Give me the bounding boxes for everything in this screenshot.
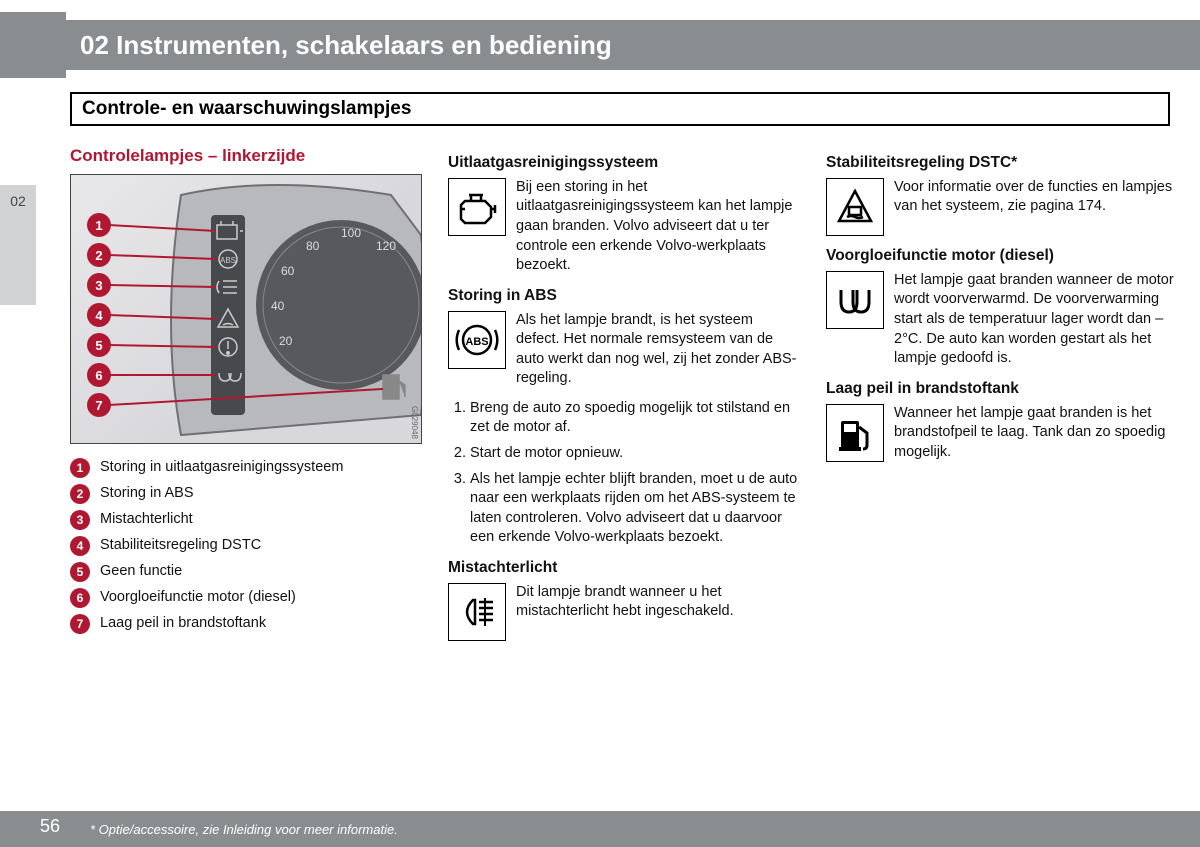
column-right: Stabiliteitsregeling DSTC* Voor informat… <box>826 145 1178 651</box>
fog-text: Dit lampje brandt wanneer u het mistacht… <box>516 583 800 641</box>
svg-text:3: 3 <box>95 278 102 293</box>
svg-text:20: 20 <box>279 334 293 348</box>
dstc-text: Voor informatie over de functies en lamp… <box>894 178 1178 236</box>
subhead-dstc: Stabiliteitsregeling DSTC* <box>826 153 1178 174</box>
legend-label: Stabiliteitsregeling DSTC <box>100 536 261 556</box>
svg-text:100: 100 <box>341 226 361 240</box>
fog-light-icon <box>448 583 506 641</box>
svg-text:ABS: ABS <box>465 336 488 348</box>
svg-text:60: 60 <box>281 264 295 278</box>
svg-text:4: 4 <box>95 308 103 323</box>
legend-number: 6 <box>70 588 90 608</box>
abs-text: Als het lampje brandt, is het systeem de… <box>516 311 800 389</box>
legend-item: 6 Voorgloeifunctie motor (diesel) <box>70 588 422 608</box>
glow-text: Het lampje gaat branden wanneer de motor… <box>894 271 1178 369</box>
legend-number: 3 <box>70 510 90 530</box>
legend-item: 5 Geen functie <box>70 562 422 582</box>
column-left: Controlelampjes – linkerzijde 80 100 120… <box>70 145 422 651</box>
legend-number: 2 <box>70 484 90 504</box>
subhead-glow: Voorgloeifunctie motor (diesel) <box>826 246 1178 267</box>
legend-number: 4 <box>70 536 90 556</box>
section-title: Controle- en waarschuwingslampjes <box>70 92 1170 126</box>
svg-text:6: 6 <box>95 368 102 383</box>
fuel-text: Wanneer het lampje gaat branden is het b… <box>894 404 1178 463</box>
svg-text:120: 120 <box>376 239 396 253</box>
legend-label: Storing in uitlaatgasreinigingssysteem <box>100 458 343 478</box>
side-tab: 02 <box>0 185 36 305</box>
glow-plug-icon <box>826 271 884 329</box>
svg-text:40: 40 <box>271 299 285 313</box>
legend-item: 1 Storing in uitlaatgasreinigingssysteem <box>70 458 422 478</box>
legend-number: 1 <box>70 458 90 478</box>
emission-text: Bij een storing in het uitlaatgasreinigi… <box>516 178 800 276</box>
svg-text:2: 2 <box>95 248 102 263</box>
svg-text:5: 5 <box>95 338 102 353</box>
legend-number: 7 <box>70 614 90 634</box>
legend-label: Voorgloeifunctie motor (diesel) <box>100 588 296 608</box>
subhead-emission: Uitlaatgasreinigingssysteem <box>448 153 800 174</box>
legend-number: 5 <box>70 562 90 582</box>
svg-text:1: 1 <box>95 218 102 233</box>
svg-text:80: 80 <box>306 239 320 253</box>
footer-bar: 56 * Optie/accessoire, zie Inleiding voo… <box>0 811 1200 847</box>
legend-label: Laag peil in brandstoftank <box>100 614 266 634</box>
dstc-icon <box>826 178 884 236</box>
footer-note: * Optie/accessoire, zie Inleiding voor m… <box>90 822 398 837</box>
subhead-fuel: Laag peil in brandstoftank <box>826 379 1178 400</box>
legend-item: 2 Storing in ABS <box>70 484 422 504</box>
legend-item: 4 Stabiliteitsregeling DSTC <box>70 536 422 556</box>
subhead-fog: Mistachterlicht <box>448 558 800 579</box>
legend-item: 7 Laag peil in brandstoftank <box>70 614 422 634</box>
subsection-heading: Controlelampjes – linkerzijde <box>70 145 422 168</box>
image-code: G029048 <box>408 406 419 439</box>
legend-label: Geen functie <box>100 562 182 582</box>
abs-icon: ABS <box>448 311 506 369</box>
engine-icon <box>448 178 506 236</box>
dashboard-illustration: 80 100 120 60 40 20 ABS <box>70 174 422 444</box>
page-number: 56 <box>40 816 60 837</box>
abs-step: Breng de auto zo spoedig mogelijk tot st… <box>470 399 800 438</box>
subhead-abs: Storing in ABS <box>448 286 800 307</box>
svg-text:7: 7 <box>95 398 102 413</box>
svg-text:ABS: ABS <box>220 256 236 265</box>
abs-steps: Breng de auto zo spoedig mogelijk tot st… <box>448 399 800 548</box>
abs-step: Start de motor opnieuw. <box>470 444 800 464</box>
chapter-title: 02 Instrumenten, schakelaars en bedienin… <box>80 30 612 61</box>
column-middle: Uitlaatgasreinigingssysteem Bij een stor… <box>448 145 800 651</box>
fuel-pump-icon <box>826 404 884 462</box>
abs-step: Als het lampje echter blijft branden, mo… <box>470 470 800 548</box>
legend-item: 3 Mistachterlicht <box>70 510 422 530</box>
legend-label: Storing in ABS <box>100 484 194 504</box>
legend-label: Mistachterlicht <box>100 510 193 530</box>
chapter-header: 02 Instrumenten, schakelaars en bedienin… <box>0 20 1200 70</box>
